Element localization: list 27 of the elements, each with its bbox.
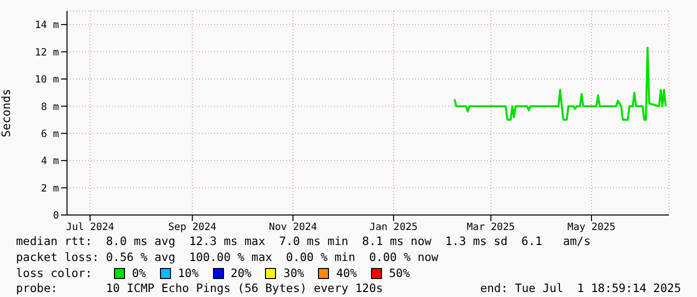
- text: packet loss: 0.56 % avg 100.00 % max 0.00 % min 0.00 % now: [16, 250, 438, 264]
- text: median rtt: 8.0 ms avg 12.3 ms max 7.0 ms min 8.1 ms now 1.3 ms sd 6.1 am/s: [16, 234, 591, 248]
- y-tick-label: 8 m: [40, 102, 59, 113]
- y-tick-label: 10 m: [34, 74, 59, 86]
- x-tick-label: Nov 2024: [268, 222, 318, 234]
- line-series: [454, 46, 667, 121]
- y-tick-label: 12 m: [34, 47, 59, 58]
- x-tick-label: Jan 2025: [369, 222, 418, 234]
- legend-label: 20%: [230, 266, 252, 280]
- x-tick-label: Mar 2025: [466, 222, 515, 234]
- text: probe: 10 ICMP Echo Pings (56 Bytes) every 120s: [16, 281, 383, 295]
- x-tick-label: May 2025: [567, 222, 616, 234]
- y-tick-label: 4 m: [40, 156, 59, 168]
- legend-label: 0%: [132, 266, 146, 280]
- y-tick-label: 14 m: [34, 20, 59, 32]
- legend-title: loss color:: [16, 266, 94, 280]
- legend-label: 30%: [283, 266, 304, 280]
- y-tick-label: 2 m: [40, 183, 59, 194]
- y-tick-label: 6 m: [40, 128, 59, 140]
- text: end: Tue Jul 1 18:59:14 2025: [480, 281, 681, 295]
- legend-label: 40%: [336, 266, 357, 280]
- legend-label: 10%: [178, 266, 199, 280]
- legend-label: 50%: [388, 266, 410, 280]
- x-tick-label: Jul 2024: [66, 222, 114, 234]
- y-tick-label: 0: [52, 210, 59, 222]
- x-tick-label: Sep 2024: [168, 222, 216, 234]
- y-axis-title: Seconds: [0, 88, 14, 138]
